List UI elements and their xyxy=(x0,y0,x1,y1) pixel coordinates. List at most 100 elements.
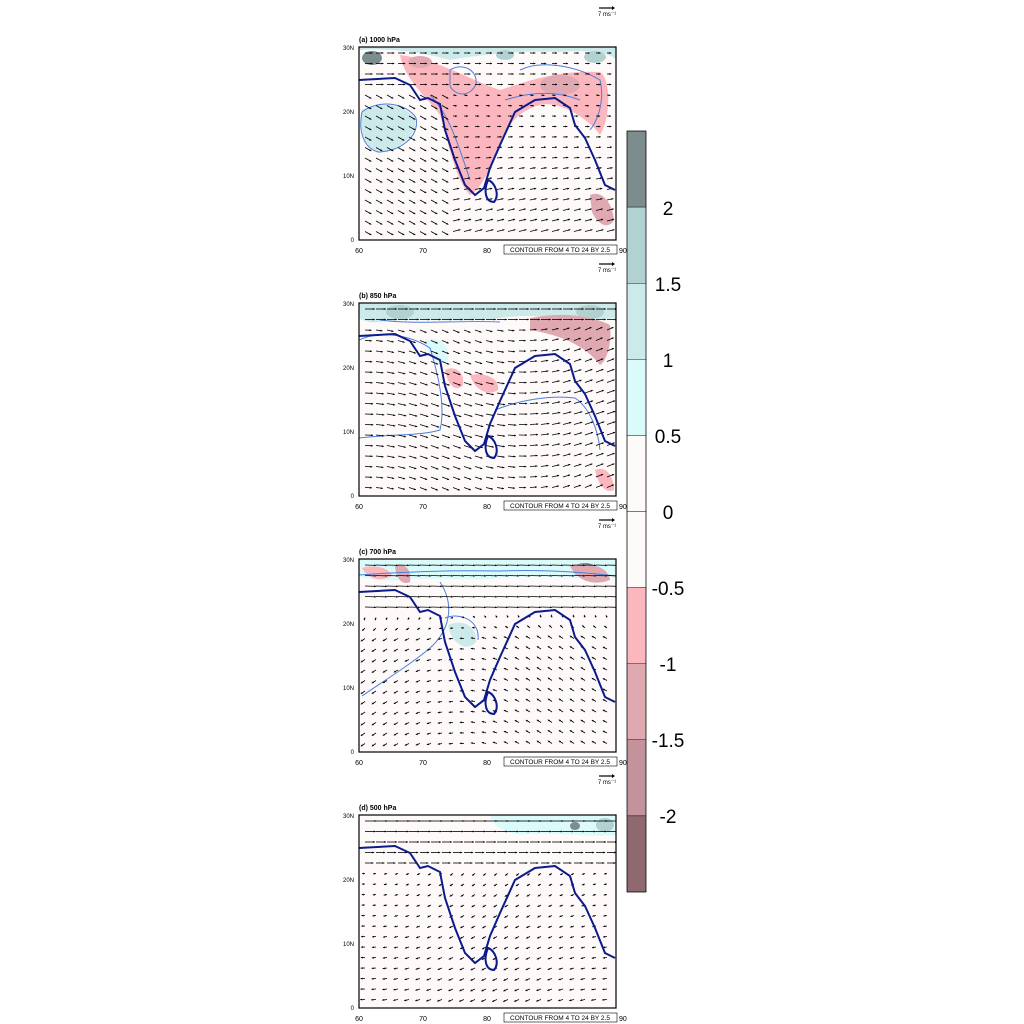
wind-vector-head xyxy=(393,414,396,417)
wind-vector-head xyxy=(473,595,476,598)
wind-vector-head xyxy=(406,830,409,833)
wind-vector-head xyxy=(539,614,542,617)
wind-vector-head xyxy=(495,615,498,618)
wind-vector-head xyxy=(591,978,594,980)
wind-vector-head xyxy=(436,436,439,439)
shade-positive-region xyxy=(425,338,449,364)
colorbar-bin xyxy=(626,206,647,284)
wind-vector-head xyxy=(404,659,407,662)
wind-vector-head xyxy=(406,841,408,843)
wind-vector-head xyxy=(523,187,526,190)
wind-vector-head xyxy=(483,830,486,833)
wind-vector-head xyxy=(599,167,602,169)
wind-vector-head xyxy=(522,83,525,86)
wind-vector-head xyxy=(424,330,427,333)
wind-vector-head xyxy=(495,564,498,567)
wind-vector-head xyxy=(506,574,509,577)
wind-vector-head xyxy=(594,615,597,618)
wind-vector-head xyxy=(468,208,471,211)
wind-vector-head xyxy=(481,999,484,1002)
wind-vector-head xyxy=(490,187,493,190)
reference-vector-arrowhead xyxy=(612,774,615,778)
wind-vector-head xyxy=(612,358,615,361)
wind-vector-head xyxy=(590,432,593,434)
wind-vector-head xyxy=(459,957,462,960)
wind-vector-head xyxy=(601,453,604,455)
wind-vector-head xyxy=(424,222,427,225)
wind-vector-head xyxy=(478,167,481,169)
wind-vector-head xyxy=(556,187,559,190)
wind-vector-head xyxy=(403,456,406,459)
wind-vector-head xyxy=(601,379,604,382)
wind-vector-head xyxy=(547,646,550,649)
wind-vector-head xyxy=(382,403,385,406)
wind-vector-head xyxy=(457,488,460,491)
wind-vector-head xyxy=(481,731,484,734)
wind-vector-head xyxy=(544,52,547,54)
wind-vector-head xyxy=(447,373,450,375)
wind-vector-head xyxy=(469,218,472,221)
wind-vector-head xyxy=(440,574,443,577)
wind-vector-head xyxy=(536,402,539,405)
wind-vector-head xyxy=(393,681,396,683)
wind-vector-head xyxy=(501,340,504,343)
wind-vector-head xyxy=(600,337,603,340)
wind-vector-head xyxy=(469,372,472,375)
wind-vector-head xyxy=(514,424,517,426)
wind-vector-head xyxy=(438,318,441,321)
wind-vector-head xyxy=(396,564,399,567)
wind-vector-head xyxy=(479,330,482,333)
wind-vector-head xyxy=(609,125,612,128)
wind-vector-head xyxy=(482,926,485,929)
wind-vector-head xyxy=(539,585,542,588)
wind-vector-head xyxy=(459,968,462,971)
wind-vector-head xyxy=(472,626,475,629)
wind-vector-head xyxy=(370,476,373,479)
wind-vector-head xyxy=(468,52,471,54)
wind-vector-head xyxy=(492,720,495,723)
wind-vector-head xyxy=(525,741,528,743)
wind-vector-head xyxy=(536,862,539,864)
wind-vector-head xyxy=(402,159,405,162)
wind-vector-head xyxy=(373,872,376,875)
wind-vector-head xyxy=(550,574,553,577)
shade-positive-region xyxy=(359,559,616,581)
wind-vector-head xyxy=(414,362,417,365)
wind-vector-head xyxy=(458,446,461,449)
wind-vector-head xyxy=(612,463,615,466)
wind-vector-head xyxy=(494,841,496,843)
wind-vector-head xyxy=(456,156,459,159)
wind-vector-head xyxy=(436,362,439,365)
wind-vector-head xyxy=(537,308,540,310)
wind-vector-head xyxy=(414,383,417,386)
wind-vector-head xyxy=(458,436,461,438)
wind-vector-head xyxy=(380,107,383,109)
x-tick-label: 90 xyxy=(619,760,627,767)
wind-vector-head xyxy=(440,820,443,822)
colorbar-tick-label: 2 xyxy=(663,199,674,220)
wind-vector-head xyxy=(547,412,550,415)
wind-vector-head xyxy=(402,233,405,235)
wind-vector-head xyxy=(590,369,593,371)
x-tick-label: 60 xyxy=(355,248,363,255)
wind-vector-head xyxy=(413,341,416,344)
wind-vector-head xyxy=(557,432,560,435)
wind-vector-head xyxy=(580,667,583,670)
wind-vector-head xyxy=(468,488,471,491)
wind-vector-head xyxy=(555,73,558,75)
shading-layer xyxy=(359,559,616,647)
wind-vector-head xyxy=(583,614,586,618)
wind-vector-head xyxy=(382,956,385,959)
wind-vector-head xyxy=(591,956,594,959)
wind-vector-head xyxy=(517,595,520,598)
wind-vector-head xyxy=(381,455,384,458)
wind-vector-head xyxy=(492,989,495,992)
wind-vector-head xyxy=(482,851,485,854)
wind-vector-head xyxy=(502,371,505,374)
wind-vector-head xyxy=(538,841,540,843)
y-tick-label: 0 xyxy=(351,494,355,500)
wind-vector-head xyxy=(404,691,407,694)
wind-vector-head xyxy=(548,925,551,928)
isotach-contour xyxy=(444,615,479,641)
wind-vector-head xyxy=(473,820,476,822)
